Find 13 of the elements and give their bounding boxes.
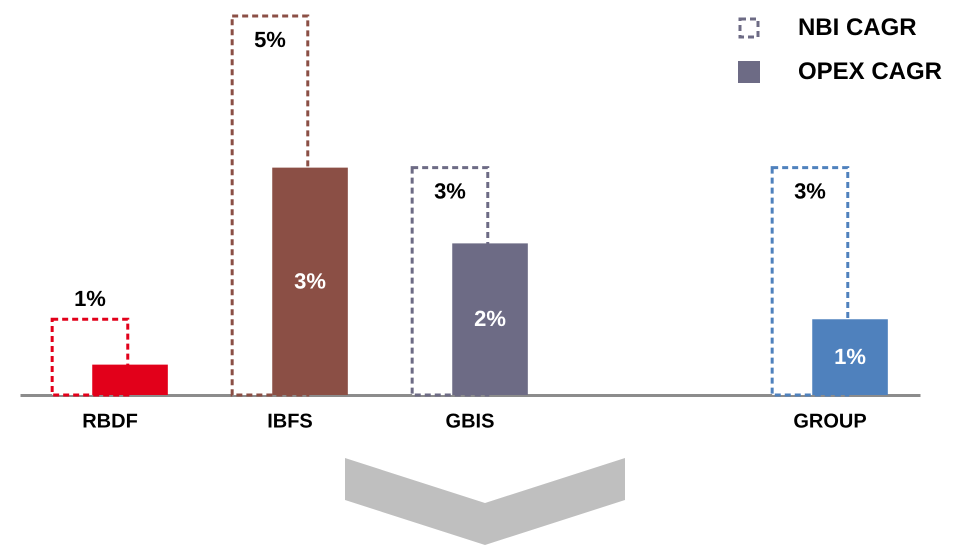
- x-tick-label: GBIS: [446, 410, 494, 432]
- data-label: 5%: [254, 27, 286, 52]
- legend-label: NBI CAGR: [798, 14, 917, 42]
- legend-label: OPEX CAGR: [798, 58, 942, 86]
- x-tick-label: GROUP: [793, 410, 867, 432]
- data-label: 1%: [74, 286, 106, 312]
- data-label: 3%: [434, 178, 466, 204]
- data-label: 3%: [794, 178, 826, 204]
- x-tick-label: RBDF: [82, 410, 138, 432]
- x-tick-label: IBFS: [267, 410, 313, 432]
- data-label: 1%: [834, 344, 866, 370]
- data-label: 2%: [474, 306, 506, 332]
- data-label: 3%: [294, 268, 326, 294]
